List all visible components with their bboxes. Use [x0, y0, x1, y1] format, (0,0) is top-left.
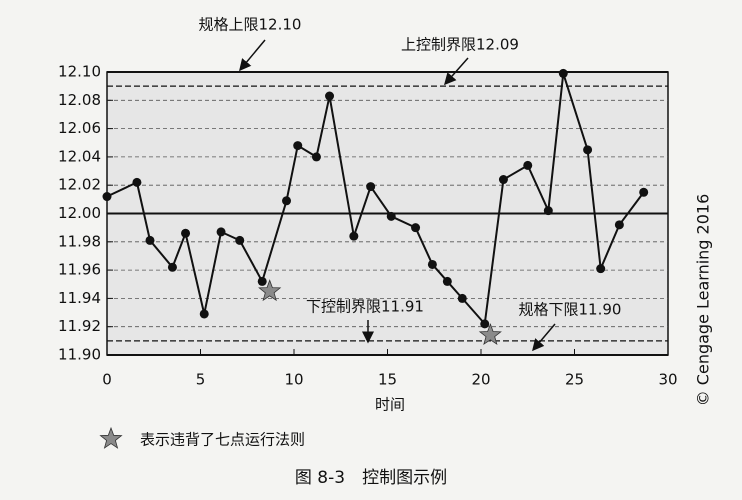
data-point	[583, 145, 593, 155]
caption: 图 8-3 控制图示例	[295, 468, 447, 488]
data-point	[558, 68, 568, 78]
x-tick-label: 20	[471, 371, 490, 389]
data-point	[199, 309, 209, 319]
data-point	[349, 231, 359, 241]
x-tick-label: 0	[102, 371, 112, 389]
data-point	[411, 223, 421, 233]
credit: © Cengage Learning 2016	[694, 194, 713, 407]
annotation: 规格下限11.90	[519, 301, 622, 319]
data-point	[167, 262, 177, 272]
y-tick-label: 11.98	[58, 232, 101, 250]
data-point	[639, 187, 649, 197]
data-point	[427, 259, 437, 269]
y-tick-label: 12.06	[58, 119, 101, 137]
y-tick-label: 12.10	[58, 63, 101, 81]
annotation-arrow	[444, 57, 469, 86]
data-point	[181, 228, 191, 238]
annotation: 下控制界限11.91	[306, 298, 424, 316]
data-point	[614, 220, 624, 230]
y-tick-label: 11.90	[58, 346, 101, 364]
data-point	[282, 196, 292, 206]
data-point	[325, 91, 335, 101]
data-point	[457, 293, 467, 303]
y-tick-label: 11.96	[58, 261, 101, 279]
data-point	[132, 177, 142, 187]
data-point	[498, 175, 508, 185]
data-point	[596, 264, 606, 274]
annotation: 规格上限12.10	[199, 16, 302, 34]
data-point	[102, 192, 112, 202]
y-tick-label: 11.94	[58, 289, 101, 307]
annotation-arrow	[239, 39, 266, 72]
y-tick-label: 12.04	[58, 147, 101, 165]
data-point	[293, 141, 303, 151]
data-point	[386, 211, 396, 221]
data-point	[523, 160, 533, 170]
x-tick-label: 5	[196, 371, 206, 389]
data-point	[235, 235, 245, 245]
x-tick-label: 25	[565, 371, 584, 389]
x-tick-label: 30	[658, 371, 677, 389]
data-point	[543, 206, 553, 216]
data-point	[366, 182, 376, 192]
legend-text: 表示违背了七点运行法则	[140, 431, 305, 449]
data-point	[442, 276, 452, 286]
violation-star	[258, 279, 282, 302]
y-tick-label: 11.92	[58, 317, 101, 335]
y-tick-label: 12.02	[58, 176, 101, 194]
data-point	[216, 227, 226, 237]
data-point	[311, 152, 321, 162]
x-tick-label: 15	[378, 371, 397, 389]
x-axis-label: 时间	[375, 396, 405, 414]
y-tick-label: 12.00	[58, 204, 101, 222]
y-tick-label: 12.08	[58, 91, 101, 109]
legend-star	[99, 426, 123, 449]
annotation: 上控制界限12.09	[401, 36, 519, 54]
x-tick-label: 10	[284, 371, 303, 389]
violation-star	[478, 323, 502, 346]
data-point	[257, 276, 267, 286]
annotation-arrow	[532, 323, 556, 352]
data-point	[145, 235, 155, 245]
data-point	[480, 319, 490, 329]
